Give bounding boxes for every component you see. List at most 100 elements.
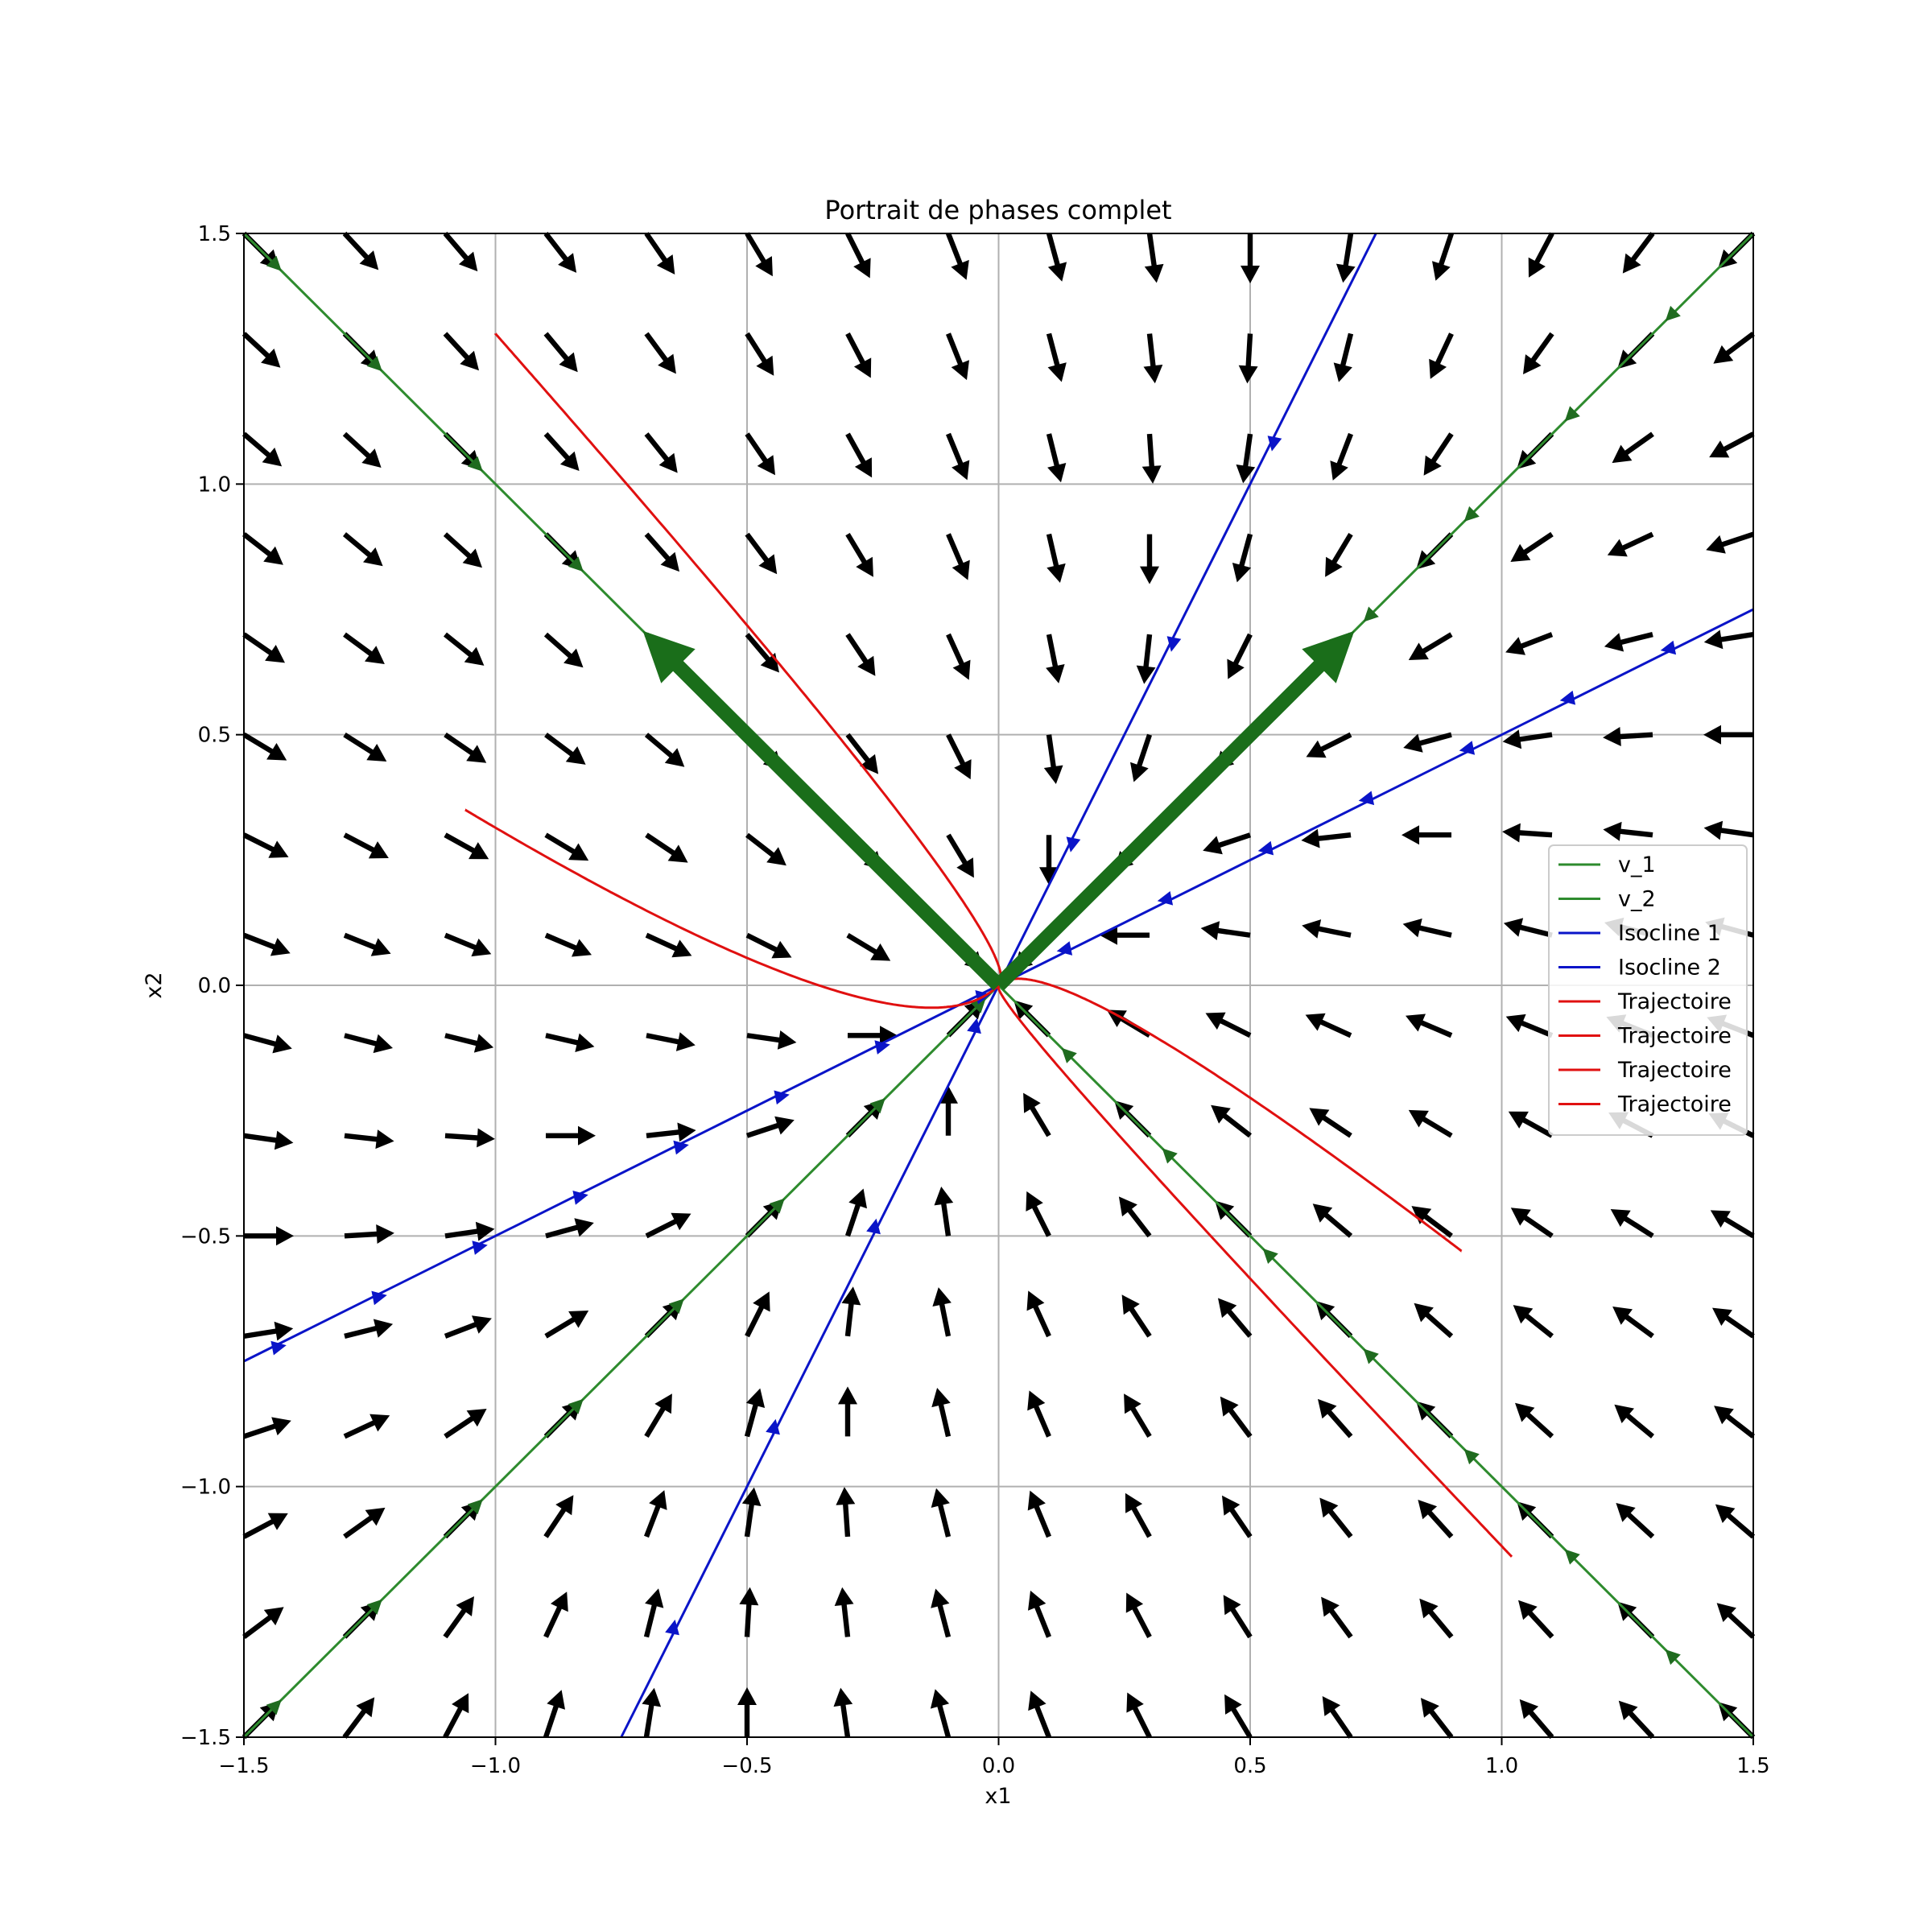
field-arrow — [545, 1033, 595, 1052]
x-axis-label: x1 — [985, 1784, 1011, 1809]
line-arrowhead — [1166, 634, 1182, 652]
field-arrow — [344, 1129, 394, 1150]
field-arrow — [1603, 821, 1653, 841]
field-arrow — [443, 1596, 474, 1639]
field-arrow — [1607, 531, 1654, 557]
field-arrow — [1027, 1390, 1051, 1438]
line-arrowhead — [1162, 1148, 1178, 1164]
line-arrowhead — [1267, 434, 1282, 452]
field-arrow — [1046, 634, 1065, 683]
line-arrowhead — [568, 556, 584, 572]
field-arrow — [343, 832, 389, 859]
line-arrowhead — [571, 1191, 588, 1205]
line-arrowhead — [869, 1098, 886, 1114]
field-arrow — [1403, 732, 1452, 753]
line-arrowhead — [1363, 606, 1379, 622]
field-arrow — [1126, 1692, 1152, 1739]
field-arrow — [1420, 1698, 1454, 1739]
field-arrow — [444, 832, 489, 860]
field-arrow — [1321, 1596, 1353, 1639]
field-arrow — [930, 1689, 952, 1738]
field-arrow — [444, 632, 485, 666]
legend-label: Trajectoire — [1617, 1058, 1732, 1083]
field-arrow — [845, 633, 876, 676]
field-arrow — [1335, 233, 1356, 283]
legend-label: Trajectoire — [1617, 989, 1732, 1014]
field-arrow — [1502, 823, 1553, 843]
field-arrow — [1510, 531, 1554, 562]
y-tick-label: 0.0 — [198, 974, 231, 998]
field-arrow — [1222, 1495, 1253, 1538]
field-arrow — [848, 1026, 898, 1046]
line-arrowhead — [772, 1090, 790, 1105]
field-arrow — [745, 633, 779, 673]
line-arrowhead — [1257, 840, 1276, 856]
field-arrow — [1419, 1598, 1454, 1639]
field-arrow — [845, 733, 879, 774]
line-arrowhead — [366, 1599, 382, 1615]
field-arrow — [1333, 332, 1354, 382]
line-arrowhead — [1660, 640, 1678, 655]
field-arrow — [931, 1488, 952, 1538]
field-arrow — [1709, 431, 1755, 458]
line-arrowhead — [1665, 1649, 1681, 1666]
field-arrow — [1144, 233, 1164, 283]
field-arrow — [1039, 835, 1059, 886]
field-arrow — [1301, 828, 1352, 848]
field-arrow — [1505, 1013, 1554, 1038]
field-arrow — [934, 1187, 954, 1236]
field-arrow — [1241, 233, 1260, 283]
field-arrow — [443, 332, 479, 371]
line-arrowhead — [1061, 1047, 1077, 1063]
field-arrow — [1510, 1208, 1554, 1238]
field-arrow — [1515, 1402, 1554, 1439]
field-arrow — [443, 1693, 469, 1739]
field-arrow — [1306, 732, 1352, 758]
x-tick-label: −0.5 — [721, 1754, 772, 1778]
field-arrow — [1408, 632, 1453, 660]
x-tick-label: 1.5 — [1736, 1754, 1769, 1778]
field-arrow — [834, 1587, 854, 1637]
legend-label: Isocline 2 — [1618, 956, 1721, 980]
field-arrow — [543, 431, 580, 471]
field-arrow — [1406, 1013, 1453, 1038]
line-arrowhead — [873, 1040, 890, 1055]
field-arrow — [444, 733, 487, 763]
y-tick-label: −1.5 — [180, 1726, 231, 1750]
field-arrow — [1125, 1592, 1152, 1638]
line-arrowhead — [671, 1140, 689, 1155]
line-arrowhead — [1559, 690, 1578, 705]
field-arrow — [644, 232, 675, 275]
line-arrowhead — [866, 1218, 881, 1236]
field-arrow — [543, 632, 584, 668]
field-arrow — [242, 431, 283, 467]
field-arrow — [1706, 531, 1754, 554]
line-arrowhead — [1157, 891, 1175, 906]
field-arrow — [1118, 1196, 1152, 1238]
field-arrow — [344, 1224, 394, 1244]
field-arrow — [1318, 1398, 1353, 1439]
field-arrow — [1616, 1503, 1655, 1539]
field-arrow — [946, 432, 970, 481]
field-arrow — [444, 932, 492, 957]
field-arrow — [1502, 729, 1553, 749]
eigenvector-v2-arrow — [642, 630, 1004, 991]
field-arrow — [841, 1286, 861, 1337]
field-arrow — [845, 1188, 867, 1237]
field-arrow — [642, 1687, 662, 1738]
field-arrow — [342, 231, 379, 270]
y-axis-label: x2 — [142, 972, 167, 998]
field-arrow — [1302, 919, 1352, 939]
field-arrow — [1218, 1298, 1253, 1338]
field-arrow — [1140, 534, 1159, 584]
field-arrow — [1046, 233, 1067, 282]
line-arrowhead — [1459, 741, 1477, 755]
field-arrow — [932, 1287, 952, 1337]
field-arrow — [845, 533, 873, 577]
field-arrow — [1715, 1504, 1756, 1539]
field-arrow — [1712, 1307, 1755, 1339]
field-arrow — [645, 832, 688, 863]
field-arrow — [1046, 332, 1067, 382]
y-tick-label: −0.5 — [180, 1224, 231, 1249]
field-arrow — [444, 1409, 487, 1439]
